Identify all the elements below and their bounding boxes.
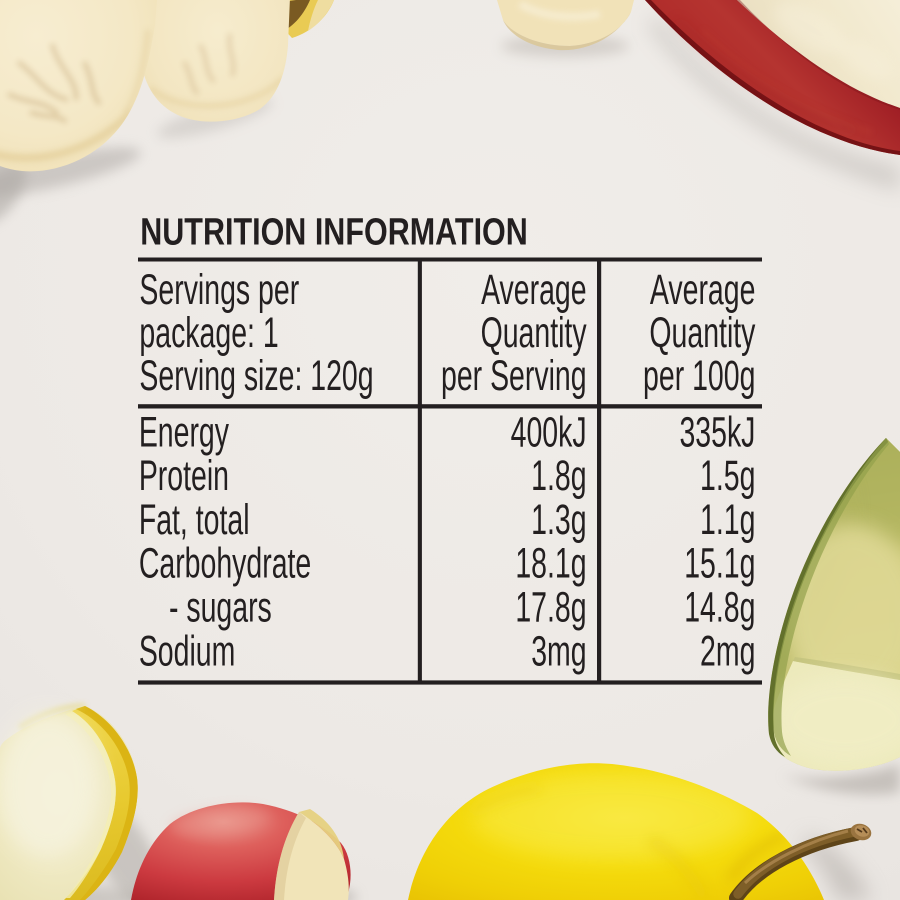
svg-text:package: 1: package: 1: [139, 308, 278, 356]
svg-text:1.1g: 1.1g: [700, 495, 755, 543]
svg-text:Quantity: Quantity: [649, 308, 755, 356]
svg-text:Average: Average: [481, 265, 586, 313]
svg-text:Servings per: Servings per: [139, 265, 299, 313]
svg-text:Energy: Energy: [139, 408, 229, 456]
svg-text:14.8g: 14.8g: [684, 583, 755, 631]
svg-text:Sodium: Sodium: [139, 627, 236, 675]
svg-text:Carbohydrate: Carbohydrate: [139, 539, 311, 587]
svg-text:400kJ: 400kJ: [511, 408, 587, 456]
svg-text:Fat, total: Fat, total: [139, 495, 250, 543]
svg-text:17.8g: 17.8g: [515, 583, 586, 631]
svg-text:per 100g: per 100g: [643, 351, 755, 399]
svg-text:- sugars: - sugars: [169, 583, 272, 631]
svg-text:18.1g: 18.1g: [515, 539, 586, 587]
svg-text:1.8g: 1.8g: [531, 451, 586, 499]
svg-text:1.3g: 1.3g: [531, 495, 586, 543]
svg-text:3mg: 3mg: [531, 627, 586, 675]
svg-text:NUTRITION INFORMATION: NUTRITION INFORMATION: [140, 211, 528, 253]
svg-text:1.5g: 1.5g: [700, 451, 755, 499]
svg-text:Average: Average: [650, 265, 755, 313]
svg-text:per Serving: per Serving: [441, 351, 587, 399]
svg-text:2mg: 2mg: [700, 627, 755, 675]
svg-text:15.1g: 15.1g: [684, 539, 755, 587]
svg-text:335kJ: 335kJ: [679, 408, 755, 456]
svg-text:Serving size: 120g: Serving size: 120g: [139, 351, 373, 399]
svg-text:Protein: Protein: [139, 451, 229, 499]
svg-text:Quantity: Quantity: [481, 308, 587, 356]
